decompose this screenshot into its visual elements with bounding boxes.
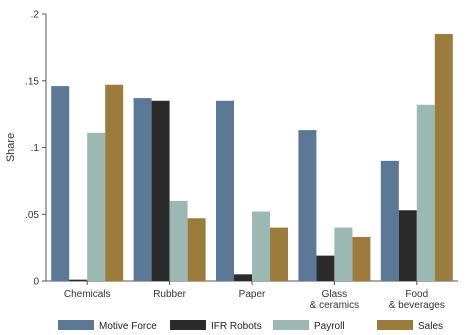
bar-payroll-2 (252, 211, 270, 281)
bar-ifr-robots-4 (398, 210, 417, 281)
y-tick-label: 0 (33, 277, 39, 288)
bar-motive-force-0 (51, 86, 70, 281)
bar-motive-force-4 (380, 160, 399, 281)
bar-ifr-robots-2 (234, 274, 252, 281)
bar-motive-force-1 (133, 98, 152, 281)
legend-swatch (273, 320, 309, 330)
y-tick-label: .2 (31, 10, 40, 21)
legend-label: Payroll (314, 321, 345, 332)
bar-ifr-robots-0 (69, 279, 88, 281)
x-axis: Chemicals Rubber Paper Glass& ceramics Food&… (46, 280, 458, 311)
legend: Motive Force IFR Robots Payroll Sales (58, 320, 443, 332)
legend-label: IFR Robots (211, 321, 262, 332)
x-tick-label: & ceramics (310, 300, 359, 311)
bar-payroll-0 (87, 132, 106, 281)
y-axis-title: Share (5, 133, 17, 162)
x-tick-label: Food (405, 289, 428, 300)
y-tick-label: .05 (25, 210, 39, 221)
y-tick-label: .1 (31, 143, 40, 154)
bar-sales-2 (270, 227, 288, 281)
bar-sales-0 (105, 84, 124, 281)
y-tick-label: .15 (25, 76, 39, 87)
bar-sales-3 (352, 236, 371, 281)
bar-ifr-robots-1 (151, 100, 170, 282)
x-tick-label: Paper (239, 289, 266, 300)
x-tick-label: & beverages (389, 300, 445, 311)
x-tick-label: Rubber (153, 289, 186, 300)
legend-label: Sales (418, 321, 443, 332)
legend-swatch (170, 320, 206, 330)
legend-swatch (58, 320, 94, 330)
bar-payroll-1 (169, 200, 188, 281)
bar-ifr-robots-3 (316, 255, 335, 281)
bars (51, 34, 453, 282)
x-tick-label: Chemicals (64, 289, 111, 300)
legend-swatch (377, 320, 413, 330)
bar-motive-force-3 (298, 130, 317, 281)
bar-payroll-3 (334, 227, 353, 281)
legend-label: Motive Force (99, 321, 157, 332)
bar-payroll-4 (416, 104, 435, 281)
x-tick-label: Glass (322, 289, 348, 300)
bar-sales-1 (187, 218, 206, 281)
y-axis: 0 .05 .1 .15 .2 Share (5, 10, 47, 288)
bar-motive-force-2 (216, 100, 234, 282)
bar-sales-4 (434, 34, 453, 282)
